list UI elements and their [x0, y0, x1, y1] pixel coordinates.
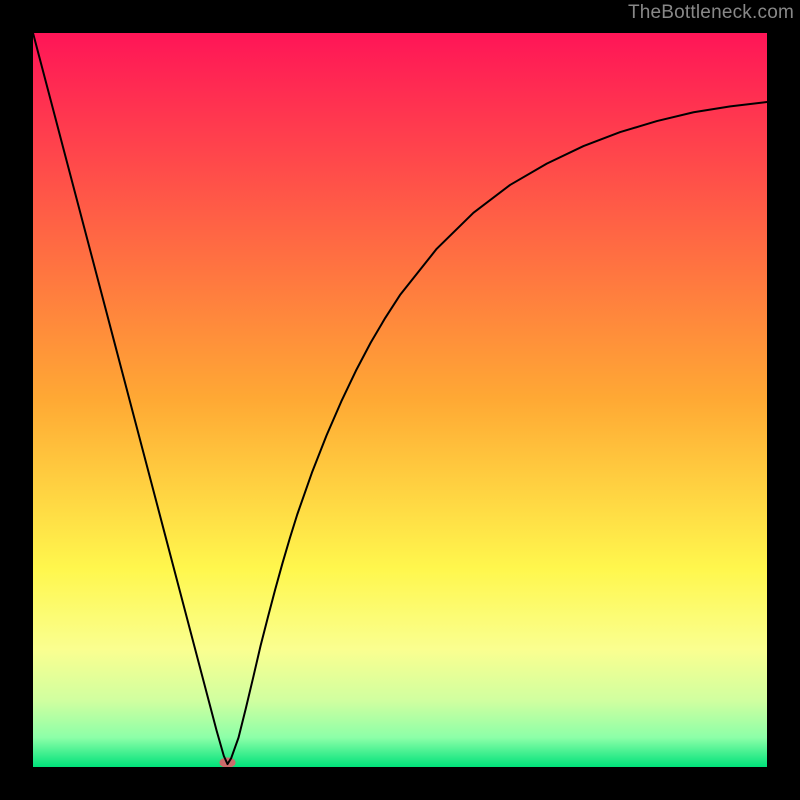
chart-container: TheBottleneck.com	[0, 0, 800, 800]
watermark-text: TheBottleneck.com	[628, 2, 794, 24]
plot-svg	[33, 33, 767, 767]
plot-area	[33, 33, 767, 767]
gradient-background	[33, 33, 767, 767]
